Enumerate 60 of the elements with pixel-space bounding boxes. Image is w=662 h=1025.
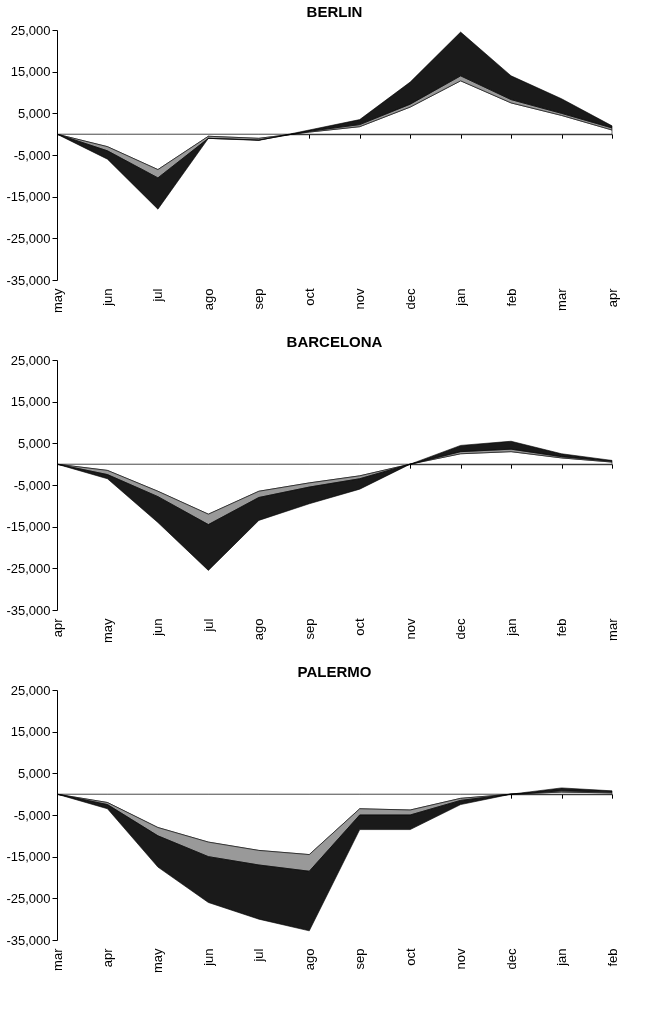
- chart-title: PALERMO: [297, 663, 372, 680]
- x-tick-label: feb: [554, 618, 570, 637]
- x-tick-label: oct: [301, 288, 317, 306]
- x-tick-label: dec: [402, 288, 418, 310]
- x-tick-label: jun: [99, 288, 115, 307]
- x-tick-label: jul: [251, 948, 267, 963]
- x-tick-label: apr: [604, 287, 620, 308]
- y-tick-label: 5,000: [17, 435, 51, 451]
- y-tick-label: 25,000: [10, 682, 51, 698]
- y-tick-label: -5,000: [13, 147, 51, 163]
- y-tick-label: -15,000: [6, 189, 51, 205]
- x-tick-label: feb: [503, 288, 519, 307]
- x-tick-label: may: [99, 618, 115, 644]
- chart-title: BERLIN: [306, 3, 363, 20]
- x-tick-label: mar: [49, 947, 65, 971]
- y-tick-label: -5,000: [13, 807, 51, 823]
- x-tick-label: apr: [49, 617, 65, 638]
- x-tick-label: sep: [301, 618, 317, 640]
- chart-title: BARCELONA: [286, 333, 383, 350]
- y-tick-label: -5,000: [13, 477, 51, 493]
- y-tick-label: -25,000: [6, 230, 51, 246]
- y-tick-label: 25,000: [10, 22, 51, 38]
- x-tick-label: may: [49, 288, 65, 314]
- y-tick-label: -35,000: [6, 602, 51, 618]
- x-tick-label: dec: [503, 948, 519, 970]
- x-tick-label: ago: [301, 948, 317, 971]
- y-tick-label: -25,000: [6, 560, 51, 576]
- y-tick-label: -35,000: [6, 272, 51, 288]
- x-tick-label: jun: [200, 948, 216, 967]
- x-tick-label: may: [150, 948, 166, 974]
- x-tick-label: nov: [402, 618, 418, 640]
- x-tick-label: oct: [352, 618, 368, 636]
- x-tick-label: apr: [99, 947, 115, 968]
- x-tick-label: jan: [503, 618, 519, 637]
- x-tick-label: feb: [604, 948, 620, 967]
- x-tick-label: dec: [453, 618, 469, 640]
- y-tick-label: 25,000: [10, 352, 51, 368]
- x-tick-label: ago: [251, 618, 267, 641]
- x-tick-label: mar: [604, 617, 620, 641]
- y-tick-label: 15,000: [10, 394, 51, 410]
- y-tick-label: -25,000: [6, 890, 51, 906]
- x-tick-label: jan: [554, 948, 570, 967]
- y-tick-label: 5,000: [17, 105, 51, 121]
- x-tick-label: jul: [200, 618, 216, 633]
- x-tick-label: jul: [150, 288, 166, 303]
- x-tick-label: nov: [453, 948, 469, 970]
- x-tick-label: jun: [150, 618, 166, 637]
- x-tick-label: mar: [554, 287, 570, 311]
- y-tick-label: 5,000: [17, 765, 51, 781]
- x-tick-label: sep: [352, 948, 368, 970]
- x-tick-label: nov: [352, 288, 368, 310]
- y-tick-label: -15,000: [6, 519, 51, 535]
- y-tick-label: -15,000: [6, 849, 51, 865]
- x-tick-label: ago: [200, 288, 216, 311]
- y-tick-label: 15,000: [10, 724, 51, 740]
- x-tick-label: jan: [453, 288, 469, 307]
- y-tick-label: -35,000: [6, 932, 51, 948]
- x-tick-label: oct: [402, 948, 418, 966]
- x-tick-label: sep: [251, 288, 267, 310]
- y-tick-label: 15,000: [10, 64, 51, 80]
